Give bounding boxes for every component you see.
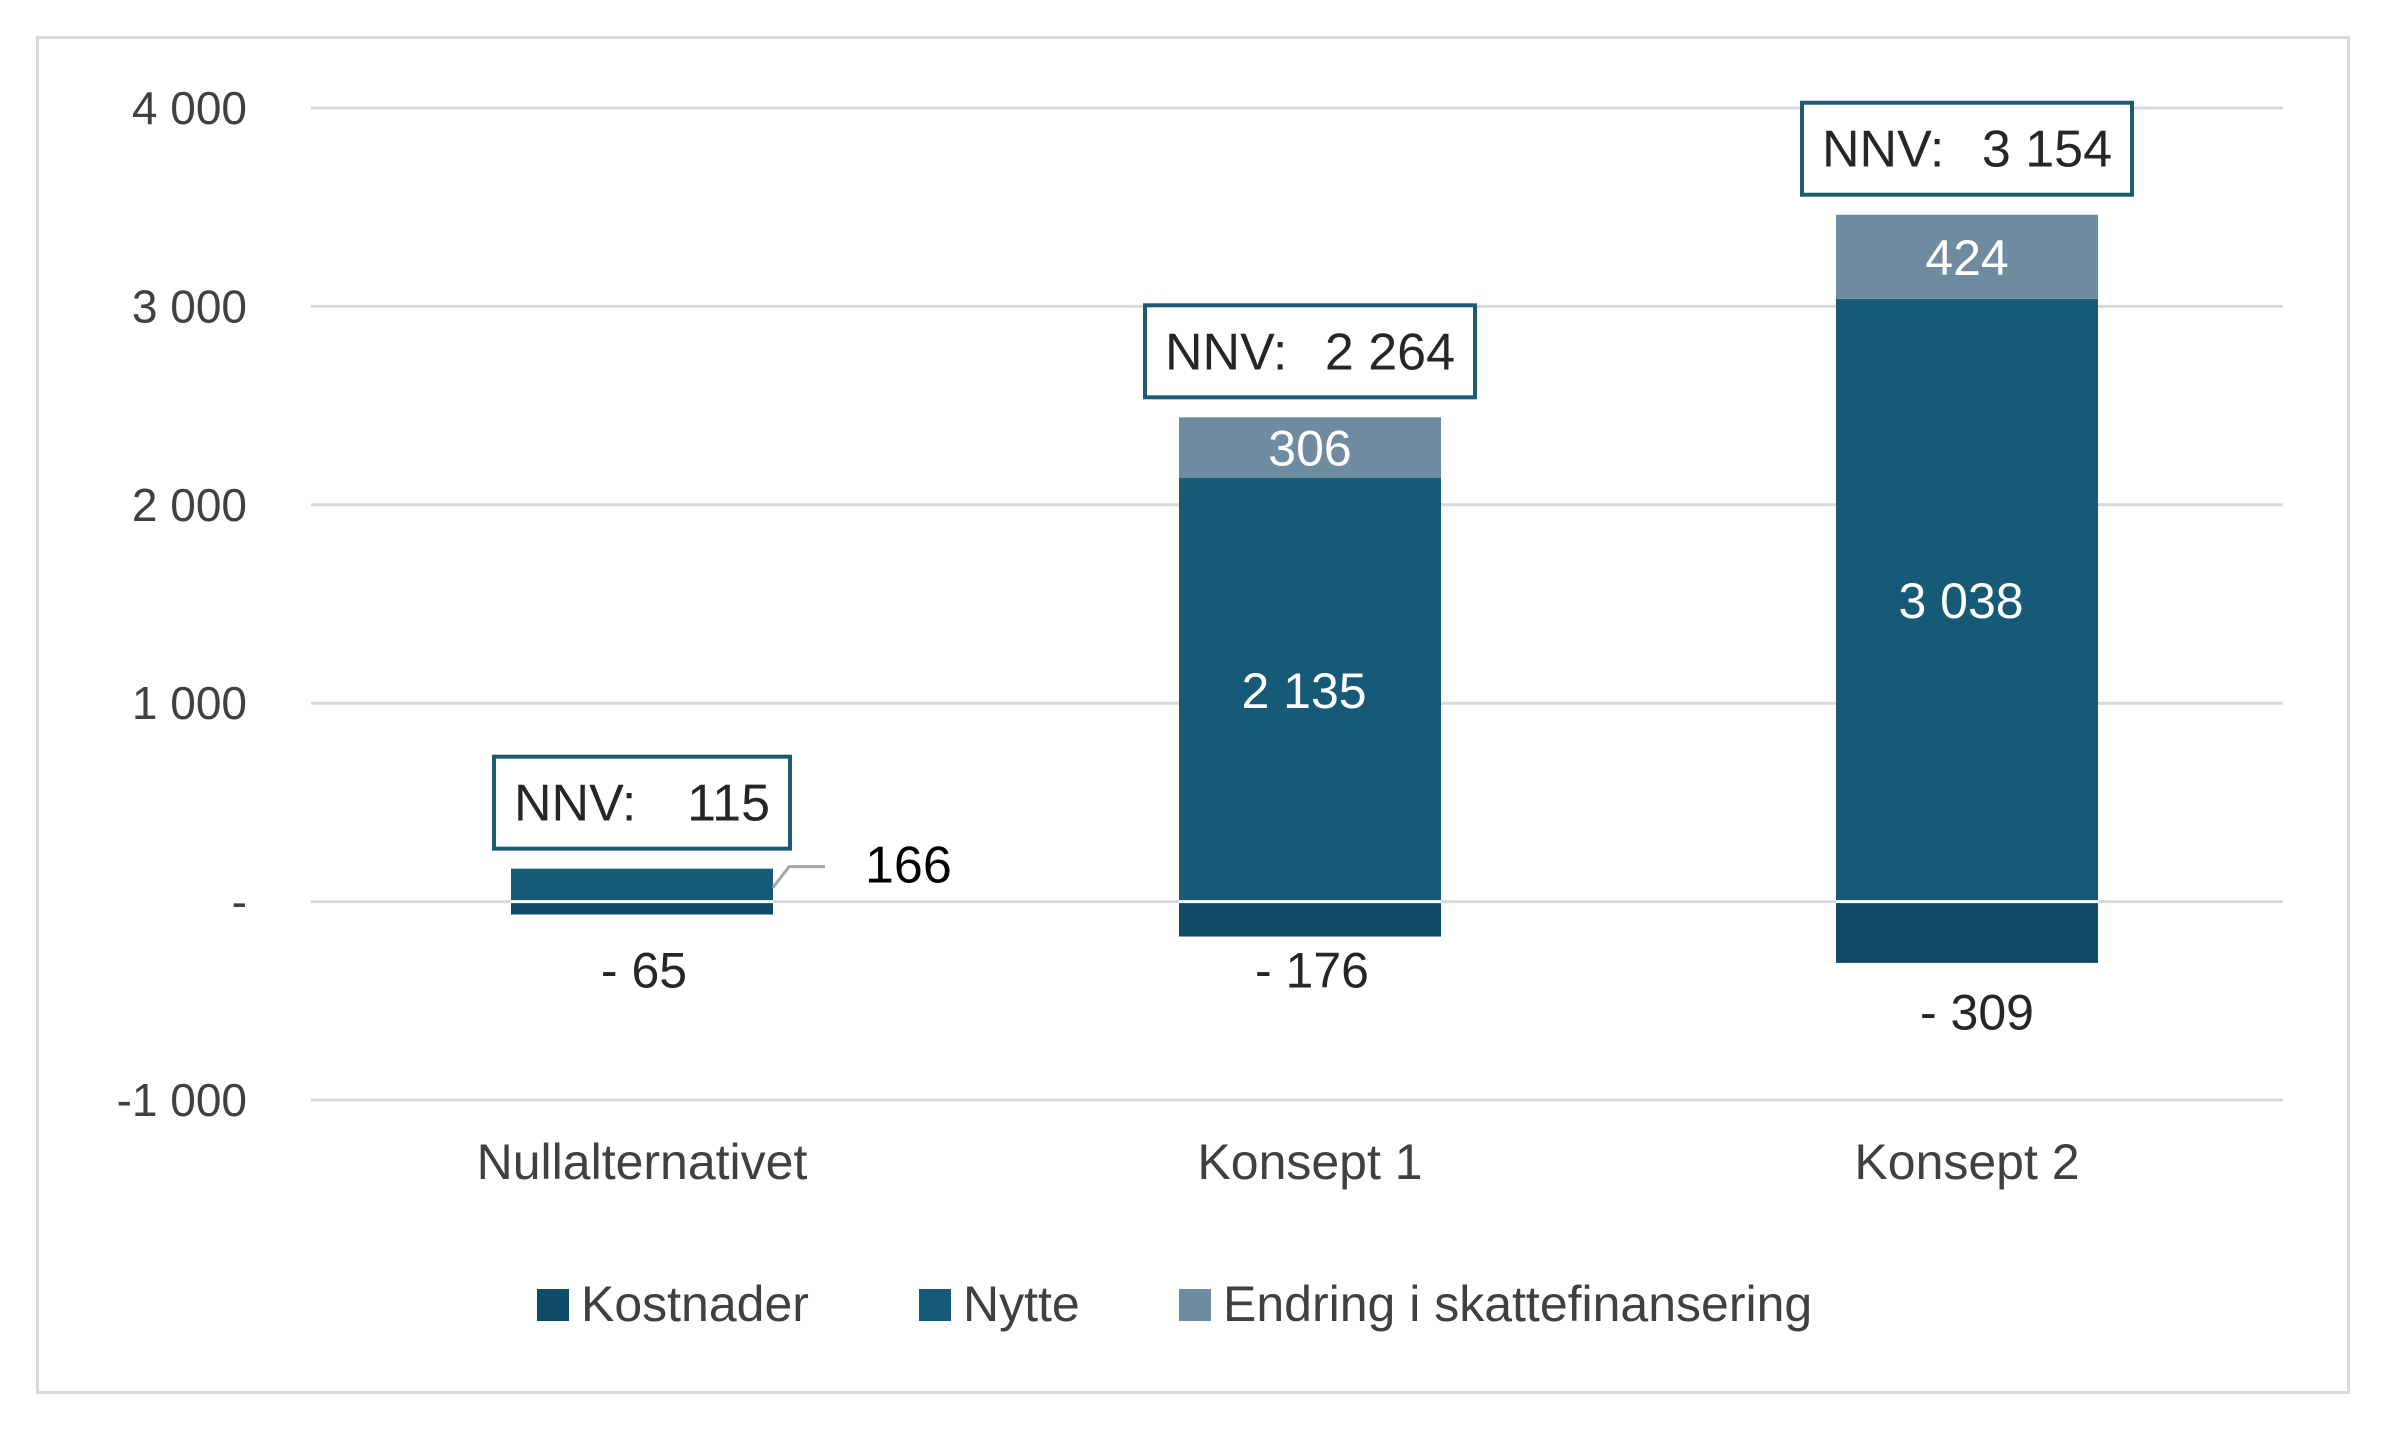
chart-frame: -1 000-1 000 2 000 3 000 4 000 166- 65 NNV: 11… <box>36 36 2350 1394</box>
x-tick-label: Konsept 1 <box>1197 1134 1422 1190</box>
data-label-nytte: 3 038 <box>1898 573 2023 629</box>
legend-swatch <box>919 1289 951 1321</box>
nnv-value: 115 <box>687 775 770 833</box>
data-label-nytte: 166 <box>865 837 952 895</box>
bar-endring <box>1836 214 2098 299</box>
legend-swatch <box>1179 1289 1211 1321</box>
data-label-endring: 424 <box>1925 230 2008 286</box>
bar-kostnader <box>511 901 773 915</box>
y-tick-label: - <box>232 876 247 928</box>
bar-kostnader <box>1836 901 2098 963</box>
bar-nytte <box>1836 298 2098 902</box>
data-label-endring: 306 <box>1268 421 1351 477</box>
bar-endring <box>1179 417 1441 479</box>
y-tick-label: 4 000 <box>132 82 247 134</box>
nnv-callout-box <box>1800 100 2134 197</box>
nnv-prefix: NNV: <box>1165 323 1287 381</box>
nnv-callout-box <box>492 754 792 851</box>
nnv-value: 2 264 <box>1325 323 1455 381</box>
data-label-nytte: 2 135 <box>1241 663 1366 719</box>
leader-line <box>771 865 825 889</box>
y-tick-label: 1 000 <box>132 677 247 729</box>
nnv-callout-box <box>1143 303 1477 400</box>
y-tick-label: -1 000 <box>117 1074 247 1126</box>
legend-label: Endring i skattefinansering <box>1223 1276 1812 1332</box>
bar-nytte <box>511 868 773 902</box>
legend-label: Nytte <box>963 1276 1080 1332</box>
legend-label: Kostnader <box>581 1276 809 1332</box>
nnv-prefix: NNV: <box>1822 121 1944 179</box>
bar-kostnader <box>1179 901 1441 937</box>
data-label-kostnader: - 176 <box>1255 943 1369 999</box>
nnv-prefix: NNV: <box>514 775 636 833</box>
y-tick-label: 3 000 <box>132 280 247 332</box>
legend-swatch <box>537 1289 569 1321</box>
y-tick-label: 2 000 <box>132 479 247 531</box>
bar-nytte <box>1179 478 1441 902</box>
nnv-value: 3 154 <box>1982 121 2112 179</box>
data-label-kostnader: - 309 <box>1920 985 2034 1041</box>
x-tick-label: Nullalternativet <box>477 1134 808 1190</box>
x-tick-label: Konsept 2 <box>1854 1134 2079 1190</box>
data-label-kostnader: - 65 <box>601 943 687 999</box>
